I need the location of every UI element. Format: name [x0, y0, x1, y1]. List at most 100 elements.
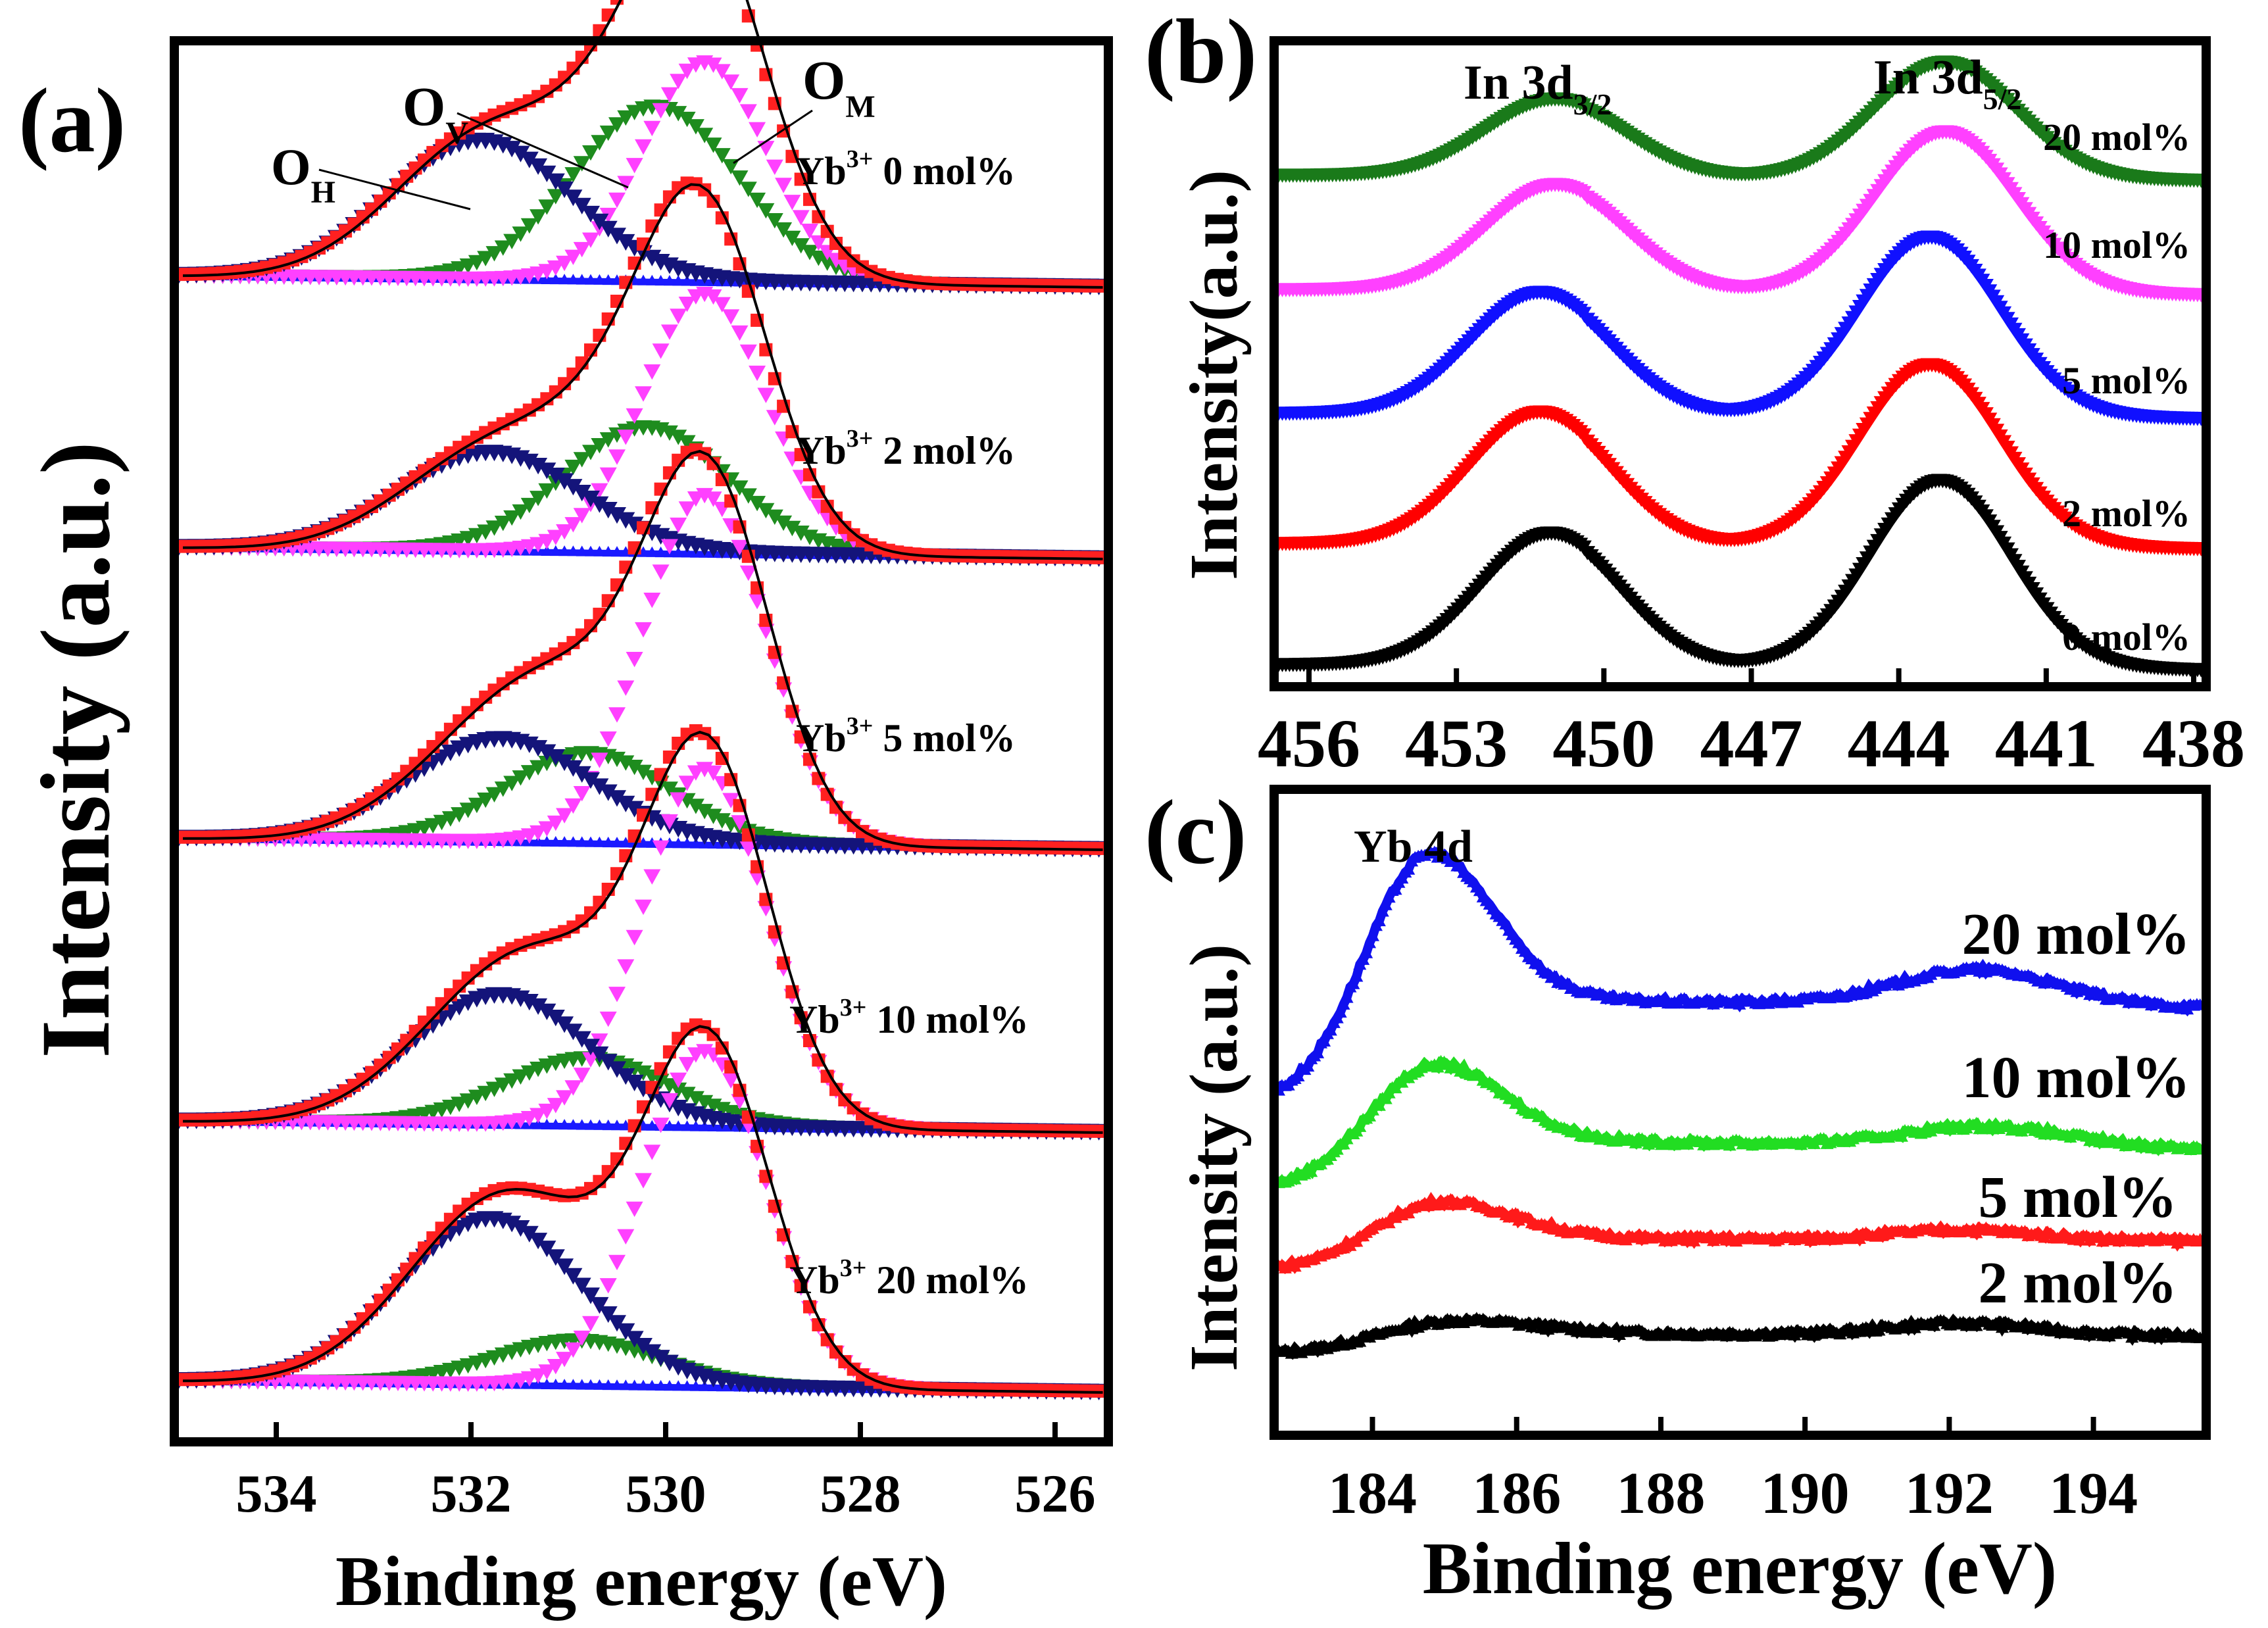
label-om: OM: [733, 50, 875, 164]
panel-c-tick-label: 188: [1616, 1461, 1705, 1526]
panel-c-x-ticks: 184 186 188 190 192 194: [1328, 1417, 2138, 1526]
panel-a-x-axis-label: Binding energy (eV): [335, 1542, 947, 1621]
measured-line: [183, 183, 1103, 560]
measured-line: [183, 449, 1103, 851]
label-om-main: O: [802, 50, 845, 111]
label-oh: OH: [271, 138, 471, 210]
panel-c-spectrum: [1272, 1192, 2207, 1275]
panel-b-spectrum: [1271, 125, 2209, 303]
panel-b-series-layer: [1271, 55, 2209, 678]
panel-b-spectrum-line: [1279, 57, 2202, 185]
panel-c-series-layer: [1272, 845, 2207, 1360]
panel-c-label: (c): [1145, 781, 1246, 883]
panel-c-spectrum-line: [1277, 1312, 2201, 1360]
peak-label-in-3d52: In 3d5/2: [1873, 51, 2021, 116]
svg-text:OH: OH: [271, 138, 335, 210]
panel-b-x-ticks: 456 453 450 447 444 441 438: [1258, 668, 2245, 781]
label-oh-sub: H: [311, 175, 335, 210]
panel-c-tick-label: 186: [1472, 1461, 1561, 1526]
panel-b-tick-label: 453: [1405, 706, 1508, 781]
panel-c-tick-label: 184: [1328, 1461, 1417, 1526]
panel-b-label: (b): [1145, 1, 1257, 103]
panel-b-y-axis-label: Intensity(a.u.): [1176, 170, 1252, 580]
panel-a-y-axis-label: Intensity (a.u.): [21, 441, 130, 1058]
panel-a: 534 532 530 528 526 (a) Intensity (a.u.) Bin…: [18, 0, 1113, 1621]
panel-c-spectrum: [1272, 1312, 2207, 1360]
panel-b-frame: [1270, 36, 2211, 691]
panel-b-spectrum-line: [1279, 232, 2202, 423]
panel-b-series-label: 5 mol%: [2062, 359, 2190, 402]
label-ov-main: O: [403, 76, 445, 137]
panel-c-spectrum-line: [1275, 847, 2201, 1093]
panel-b-tick-label: 450: [1552, 706, 1655, 781]
label-om-sub: M: [845, 89, 875, 124]
fit-envelope-markers: [172, 724, 1106, 1138]
panel-c-tick-label: 194: [2049, 1461, 2138, 1526]
panel-b-series-label: 20 mol%: [2043, 116, 2190, 159]
panel-c-spectrum-line: [1277, 1192, 2203, 1275]
label-oh-main: O: [271, 138, 311, 195]
panel-a-spectrum: [170, 0, 1108, 295]
panel-b-series-label: 10 mol%: [2043, 224, 2190, 266]
panel-c-series-label: 20 mol%: [1962, 902, 2190, 967]
ov-component-markers: [170, 746, 1108, 857]
panel-b-spectrum-line: [1279, 360, 2202, 553]
panel-a-tick-label: 528: [820, 1464, 901, 1523]
svg-text:OM: OM: [802, 50, 875, 124]
panel-b: 456 453 450 447 444 441 438 (b) Intensity(a.u.…: [1145, 1, 2245, 781]
peak-label-in-3d32: In 3d3/2: [1464, 56, 1612, 121]
panel-c-tick-label: 190: [1761, 1461, 1850, 1526]
panel-a-frame: [170, 36, 1113, 1446]
panel-a-tick-label: 530: [626, 1464, 706, 1523]
panel-c-tick-label: 192: [1905, 1461, 1994, 1526]
panel-c-series-label: 5 mol%: [1979, 1165, 2177, 1230]
panel-a-sample-label: Yb3+ 0 mol%: [796, 145, 1016, 193]
panel-a-spectrum: [170, 1018, 1108, 1400]
panel-a-sample-label: Yb3+ 20 mol%: [789, 1254, 1029, 1302]
panel-c-frame: [1270, 785, 2211, 1440]
panel-b-spectrum: [1271, 55, 2209, 188]
panel-b-series-label: 0 mol%: [2062, 616, 2190, 658]
measured-line: [183, 730, 1103, 1134]
panel-c-spectrum: [1272, 1054, 2207, 1189]
panel-b-series-label: 2 mol%: [2062, 492, 2190, 535]
panel-c-y-axis-label: Intensity (a.u.): [1176, 944, 1252, 1371]
label-ov-leader: [456, 112, 629, 189]
panel-a-sample-label: Yb3+ 2 mol%: [796, 425, 1016, 472]
panel-b-tick-label: 444: [1848, 706, 1950, 781]
panel-a-tick-label: 534: [236, 1464, 317, 1523]
panel-b-spectrum-line: [1279, 475, 2202, 674]
fit-envelope-markers: [172, 0, 1106, 293]
panel-b-tick-label: 441: [1995, 706, 2098, 781]
panel-a-tick-label: 526: [1015, 1464, 1096, 1523]
svg-text:OV: OV: [403, 76, 468, 151]
panel-b-tick-label: 456: [1258, 706, 1360, 781]
panel-c-series-label: 2 mol%: [1979, 1250, 2177, 1316]
panel-a-series-layer: [170, 0, 1108, 1400]
panel-c-x-axis-label: Binding energy (eV): [1423, 1528, 2057, 1610]
panel-b-tick-label: 447: [1700, 706, 1803, 781]
panel-b-tick-label: 438: [2142, 706, 2245, 781]
panel-b-spectrum-line: [1279, 126, 2202, 299]
label-om-leader: [733, 109, 813, 164]
label-ov-sub: V: [445, 116, 468, 151]
measured-line: [182, 0, 1103, 289]
panel-a-label: (a): [18, 70, 126, 172]
label-ov: OV: [403, 76, 629, 189]
label-oh-leader: [318, 168, 471, 210]
panel-c-spectrum-line: [1275, 1056, 2203, 1188]
measured-line: [182, 1025, 1103, 1394]
fit-envelope-markers: [172, 443, 1106, 855]
panel-c: 184 186 188 190 192 194 (c) Intensity (a.u.) …: [1145, 781, 2211, 1610]
panel-b-spectrum: [1271, 358, 2209, 556]
peak-label-yb-4d: Yb 4d: [1354, 822, 1473, 872]
panel-a-sample-label: Yb3+ 10 mol%: [789, 994, 1029, 1041]
panel-a-spectrum: [170, 443, 1108, 858]
panel-b-spectrum: [1271, 474, 2209, 678]
panel-b-spectrum: [1271, 230, 2209, 426]
panel-a-sample-label: Yb3+ 5 mol%: [796, 712, 1016, 760]
panel-a-x-ticks: 534 532 530 528 526: [236, 1422, 1096, 1523]
panel-c-series-label: 10 mol%: [1962, 1045, 2190, 1110]
panel-a-tick-label: 532: [431, 1464, 512, 1523]
